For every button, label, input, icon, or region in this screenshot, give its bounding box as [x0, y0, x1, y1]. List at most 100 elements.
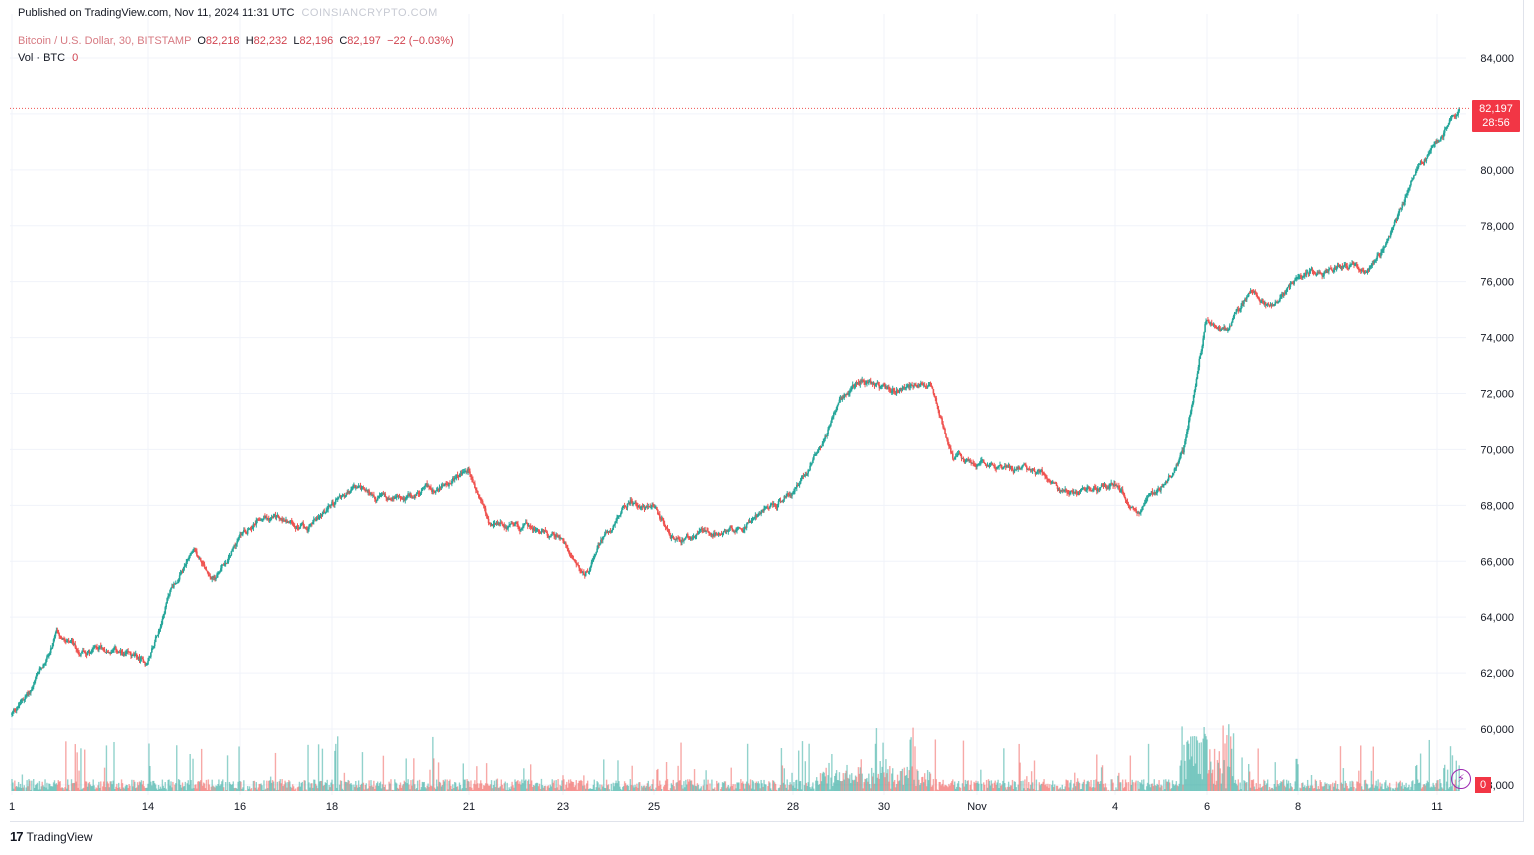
volume-bar — [985, 779, 988, 791]
volume-bar — [1441, 787, 1443, 791]
candle-body — [221, 564, 224, 566]
y-axis[interactable]: 84,00082,00080,00078,00076,00074,00072,0… — [1480, 53, 1514, 792]
candle-body — [1139, 512, 1141, 514]
volume-bar — [129, 785, 131, 791]
candle-body — [987, 465, 990, 467]
candle-body — [319, 514, 322, 517]
candle-body — [880, 386, 882, 388]
candle-body — [176, 582, 179, 584]
volume-bar — [533, 785, 536, 791]
volume-bar — [1116, 789, 1118, 791]
volume-bar — [676, 782, 678, 791]
candle-body — [832, 413, 835, 417]
tradingview-logo[interactable]: 17 TradingView — [10, 829, 93, 844]
candle-body — [1001, 466, 1003, 469]
volume-bar — [259, 784, 261, 791]
candle-body — [823, 438, 826, 442]
volume-bar — [344, 781, 347, 791]
volume-bar — [815, 777, 818, 791]
volume-bar — [862, 788, 864, 791]
volume-bar — [231, 784, 234, 791]
candle-body — [198, 557, 201, 559]
volume-bar — [801, 741, 804, 791]
lightning-icon[interactable]: ⚡ — [1451, 769, 1471, 789]
candle-body — [393, 497, 395, 499]
candle-body — [253, 523, 256, 525]
candle-body — [704, 529, 706, 532]
candle-body — [1028, 469, 1031, 471]
volume-bar — [876, 777, 879, 791]
candle-body — [37, 672, 40, 674]
candle-body — [1378, 254, 1380, 256]
candle-body — [859, 381, 862, 385]
candle-body — [1262, 299, 1264, 303]
candle-body — [923, 384, 926, 387]
volume-legend[interactable]: Vol · BTC 0 — [18, 52, 78, 64]
candle-body — [912, 385, 914, 387]
x-axis[interactable]: 1 14 16 18 21 23 25 28 30 Nov 4 6 8 11 — [9, 801, 1443, 813]
candle-body — [1092, 488, 1094, 491]
candle-body — [1018, 466, 1020, 468]
candle-body — [692, 536, 695, 538]
candle-body — [893, 390, 896, 393]
volume-bar — [1160, 784, 1162, 791]
candle-body — [123, 654, 126, 656]
candle-body — [1391, 227, 1394, 230]
volume-bar — [753, 789, 756, 791]
candle-body — [824, 435, 827, 439]
candle-body — [392, 497, 394, 499]
volume-bar — [870, 788, 872, 791]
candle-body — [838, 399, 841, 403]
candle-body — [1425, 158, 1428, 161]
candle-body — [70, 640, 73, 642]
candle-body — [1049, 480, 1052, 484]
candle-body — [1384, 246, 1386, 248]
candle-body — [544, 530, 547, 532]
candle-body — [1435, 141, 1437, 144]
candle-body — [555, 534, 557, 537]
candle-body — [64, 639, 66, 642]
candle-body — [247, 529, 250, 531]
candle-body — [637, 506, 639, 508]
candle-body — [556, 534, 558, 536]
volume-bar — [1284, 787, 1287, 791]
symbol-title[interactable]: Bitcoin / U.S. Dollar, 30, BITSTAMP — [18, 35, 192, 47]
volume-bar — [1003, 748, 1005, 791]
volume-bar — [169, 785, 171, 791]
volume-bar — [352, 790, 354, 791]
candle-body — [1140, 510, 1142, 513]
volume-bar — [831, 754, 833, 791]
candle-body — [1178, 458, 1181, 463]
candle-body — [100, 647, 103, 649]
volume-bar — [679, 780, 681, 791]
candle-body — [784, 496, 787, 498]
candle-body — [513, 524, 515, 527]
volume-bar — [145, 787, 147, 791]
candle-body — [441, 485, 444, 487]
candle-body — [836, 404, 839, 408]
volume-bar — [614, 783, 616, 791]
volume-bar — [683, 781, 685, 791]
ohlc-legend[interactable]: Bitcoin / U.S. Dollar, 30, BITSTAMP O82,… — [18, 35, 454, 47]
candle-body — [376, 497, 379, 501]
volume-bar — [797, 750, 800, 791]
candle-body — [459, 473, 462, 476]
volume-bar — [77, 787, 79, 791]
candle-body — [891, 388, 894, 392]
candle-body — [1432, 145, 1434, 147]
candle-body — [147, 660, 149, 665]
candle-body — [860, 381, 863, 383]
volume-bar — [268, 780, 270, 791]
candle-body — [1182, 450, 1184, 453]
candle-body — [387, 498, 389, 501]
volume-bar — [1357, 781, 1359, 791]
volume-bar — [1028, 782, 1030, 791]
candle-body — [668, 531, 671, 536]
volume-bar — [275, 790, 278, 791]
volume-bar — [1190, 736, 1192, 791]
candle-body — [1130, 507, 1133, 509]
volume-bar — [1019, 762, 1021, 791]
volume-bar — [411, 785, 413, 791]
volume-bar — [702, 785, 704, 791]
